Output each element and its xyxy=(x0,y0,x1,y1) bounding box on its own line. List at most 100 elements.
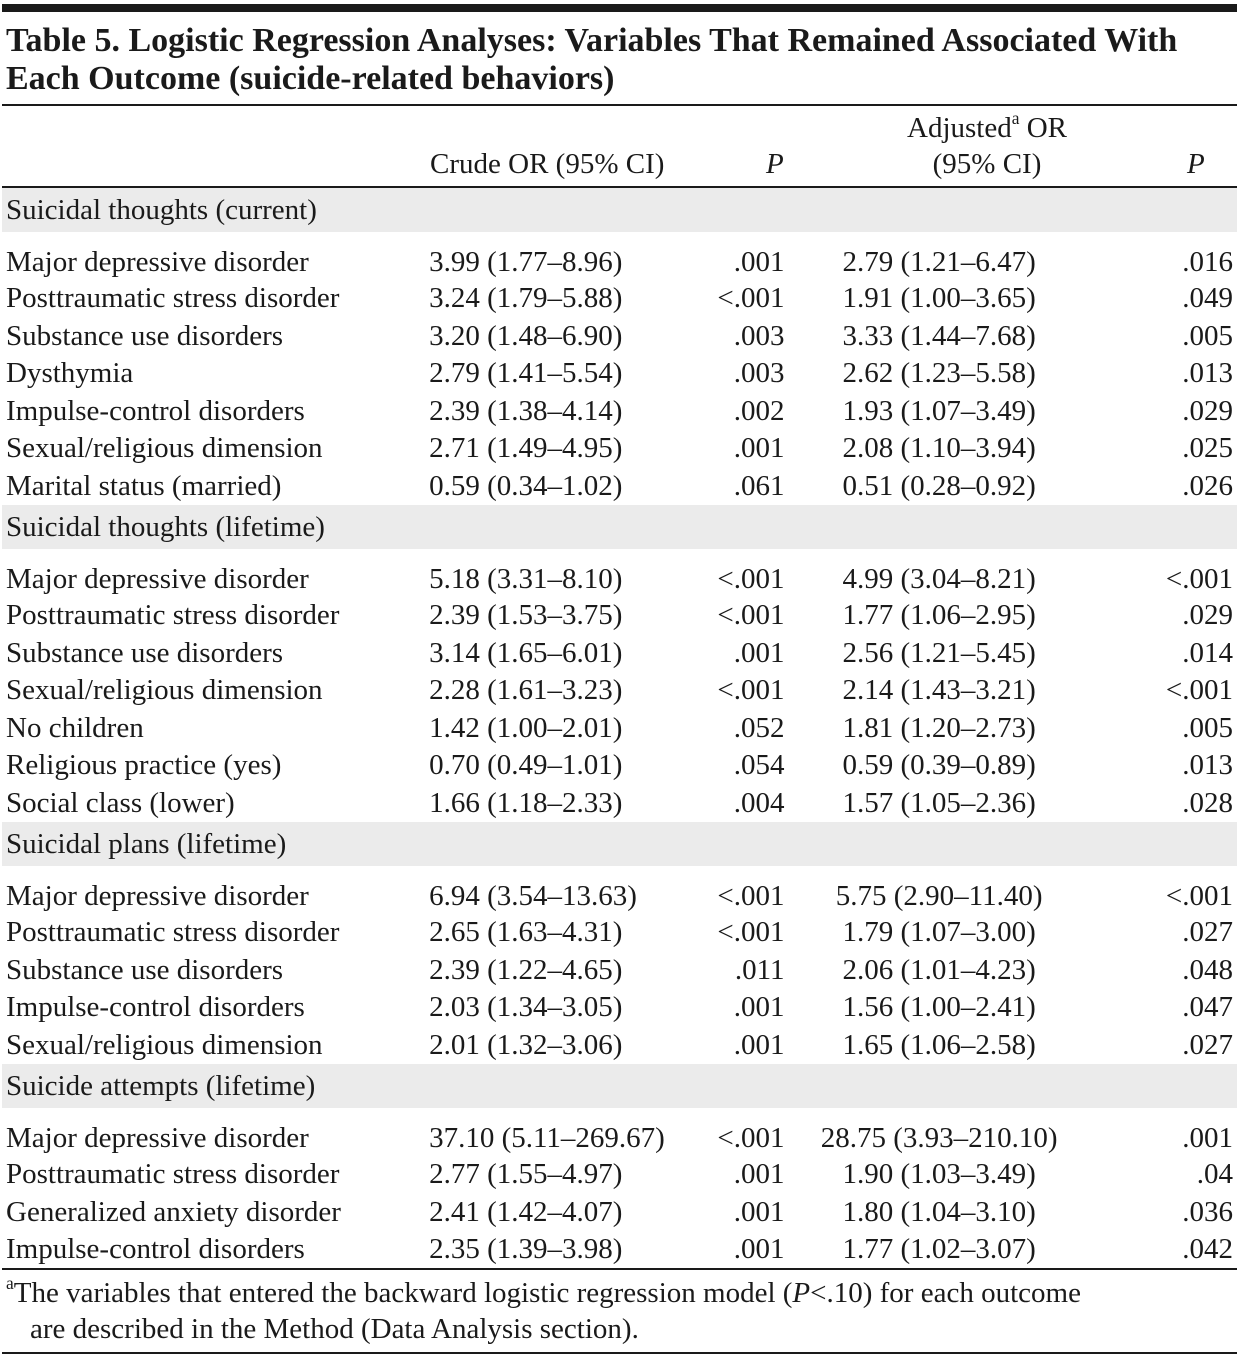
crude-or-cell: 2.01 (1.32–3.06) xyxy=(429,1028,623,1061)
p-crude-cell: .001 xyxy=(733,991,785,1024)
footnote: aThe variables that entered the backward… xyxy=(6,1272,1238,1347)
adjusted-or-cell: 2.62 (1.23–5.58) xyxy=(842,357,1036,390)
adjusted-or-cell: 2.56 (1.21–5.45) xyxy=(842,636,1036,669)
results-table: Suicidal thoughts (current) Major depress… xyxy=(2,188,1237,1269)
crude-header: Crude OR (95% CI) xyxy=(430,148,665,180)
adjusted-or-cell: 1.56 (1.00–2.41) xyxy=(842,991,1036,1024)
variable-cell: Posttraumatic stress disorder xyxy=(6,599,340,632)
table-row: Sexual/religious dimension 2.28 (1.61–3.2… xyxy=(2,672,1237,710)
p-crude-cell: <.001 xyxy=(717,563,785,595)
p-crude-cell: .001 xyxy=(733,246,785,278)
p-crude-cell: .001 xyxy=(733,1195,785,1228)
adjusted-or-cell: 2.06 (1.01–4.23) xyxy=(842,953,1036,986)
section-header: Suicidal thoughts (lifetime) xyxy=(2,505,1237,549)
variable-cell: Sexual/religious dimension xyxy=(6,432,323,465)
variable-cell: Posttraumatic stress disorder xyxy=(6,1158,340,1191)
p-header-crude-text: P xyxy=(766,148,784,180)
section-header: Suicidal thoughts (current) xyxy=(2,188,1237,232)
crude-or-cell: 2.71 (1.49–4.95) xyxy=(429,432,623,465)
p-adjusted-cell: .04 xyxy=(1196,1158,1233,1191)
table-row: Substance use disorders 3.14 (1.65–6.01).… xyxy=(2,635,1237,673)
crude-or-cell: 2.39 (1.38–4.14) xyxy=(429,394,623,427)
p-crude-cell: <.001 xyxy=(717,916,785,949)
adjusted-or-label: OR xyxy=(1019,112,1067,144)
p-adjusted-cell: .042 xyxy=(1182,1233,1233,1266)
crude-or-cell: 2.65 (1.63–4.31) xyxy=(429,916,623,949)
table-row: Impulse-control disorders 2.39 (1.38–4.14… xyxy=(2,393,1237,431)
adjusted-or-cell: 3.33 (1.44–7.68) xyxy=(842,319,1036,352)
p-adjusted-cell: .047 xyxy=(1182,991,1233,1024)
crude-or-cell: 1.42 (1.00–2.01) xyxy=(429,711,623,744)
p-adjusted-cell: <.001 xyxy=(1165,563,1233,595)
table-row: Posttraumatic stress disorder 2.39 (1.53–… xyxy=(2,597,1237,635)
p-adjusted-cell: .001 xyxy=(1182,1122,1233,1154)
adjusted-or-cell: 1.57 (1.05–2.36) xyxy=(842,786,1036,819)
crude-or-cell: 2.28 (1.61–3.23) xyxy=(429,674,623,707)
crude-or-cell: 37.10 (5.11–269.67) xyxy=(429,1122,665,1154)
p-crude-cell: .052 xyxy=(733,711,785,744)
crude-or-cell: 2.03 (1.34–3.05) xyxy=(429,991,623,1024)
crude-or-cell: 6.94 (3.54–13.63) xyxy=(429,880,637,912)
variable-cell: Major depressive disorder xyxy=(6,563,309,595)
crude-or-cell: 2.39 (1.53–3.75) xyxy=(429,599,623,632)
variable-cell: Impulse-control disorders xyxy=(6,1233,305,1266)
table-row: Major depressive disorder 5.18 (3.31–8.10… xyxy=(2,549,1237,597)
adjusted-header-line1: Adjusteda OR xyxy=(872,109,1102,146)
adjusted-or-cell: 1.91 (1.00–3.65) xyxy=(842,282,1036,315)
p-adjusted-cell: .025 xyxy=(1182,432,1233,465)
adjusted-or-cell: 2.79 (1.21–6.47) xyxy=(842,246,1036,278)
p-crude-cell: .001 xyxy=(733,1158,785,1191)
p-adjusted-cell: .048 xyxy=(1182,953,1233,986)
variable-cell: Substance use disorders xyxy=(6,636,284,669)
crude-or-cell: 2.77 (1.55–4.97) xyxy=(429,1158,623,1191)
p-crude-cell: .003 xyxy=(733,357,785,390)
variable-cell: Posttraumatic stress disorder xyxy=(6,916,340,949)
footnote-marker: a xyxy=(6,1272,14,1293)
p-adjusted-cell: <.001 xyxy=(1165,674,1233,707)
p-crude-cell: .061 xyxy=(733,469,785,502)
variable-cell: Major depressive disorder xyxy=(6,246,309,278)
p-crude-cell: .001 xyxy=(733,432,785,465)
crude-or-cell: 2.39 (1.22–4.65) xyxy=(429,953,623,986)
p-adjusted-cell: .014 xyxy=(1182,636,1233,669)
adjusted-or-cell: 1.93 (1.07–3.49) xyxy=(842,394,1036,427)
p-crude-cell: .003 xyxy=(733,319,785,352)
variable-cell: Dysthymia xyxy=(6,357,134,390)
section-label: Suicidal plans (lifetime) xyxy=(2,822,1237,866)
adjusted-or-cell: 1.80 (1.04–3.10) xyxy=(842,1195,1036,1228)
p-crude-cell: .001 xyxy=(733,1233,785,1266)
variable-cell: Substance use disorders xyxy=(6,953,284,986)
adjusted-or-cell: 28.75 (3.93–210.10) xyxy=(820,1122,1058,1154)
p-adjusted-cell: .028 xyxy=(1182,786,1233,819)
crude-or-cell: 3.14 (1.65–6.01) xyxy=(429,636,623,669)
p-crude-cell: .054 xyxy=(733,749,785,782)
crude-or-cell: 3.24 (1.79–5.88) xyxy=(429,282,623,315)
variable-cell: Religious practice (yes) xyxy=(6,749,282,782)
adjusted-or-cell: 0.51 (0.28–0.92) xyxy=(842,469,1036,502)
table-row: Religious practice (yes) 0.70 (0.49–1.01)… xyxy=(2,747,1237,785)
p-crude-cell: .001 xyxy=(733,1028,785,1061)
variable-cell: Social class (lower) xyxy=(6,786,235,819)
variable-cell: Generalized anxiety disorder xyxy=(6,1195,341,1228)
section-header: Suicide attempts (lifetime) xyxy=(2,1064,1237,1108)
p-header-adjusted: P xyxy=(1187,146,1205,182)
top-thick-rule xyxy=(2,4,1237,12)
p-crude-cell: .004 xyxy=(733,786,785,819)
footnote-rule xyxy=(2,1352,1237,1354)
p-adjusted-cell: .027 xyxy=(1182,916,1233,949)
table-row: Impulse-control disorders 2.03 (1.34–3.05… xyxy=(2,989,1237,1027)
crude-or-cell: 0.59 (0.34–1.02) xyxy=(429,469,623,502)
variable-cell: Impulse-control disorders xyxy=(6,991,305,1024)
crude-or-cell: 2.79 (1.41–5.54) xyxy=(429,357,623,390)
title-rule xyxy=(2,104,1237,106)
table-row: Sexual/religious dimension 2.71 (1.49–4.9… xyxy=(2,430,1237,468)
table-row: Impulse-control disorders 2.35 (1.39–3.98… xyxy=(2,1231,1237,1269)
table-row: Substance use disorders 3.20 (1.48–6.90).… xyxy=(2,318,1237,356)
crude-or-cell: 2.41 (1.42–4.07) xyxy=(429,1195,623,1228)
crude-or-cell: 1.66 (1.18–2.33) xyxy=(429,786,623,819)
p-crude-cell: .011 xyxy=(734,953,785,986)
adjusted-or-cell: 1.81 (1.20–2.73) xyxy=(842,711,1036,744)
footnote-p-symbol: P xyxy=(792,1277,811,1309)
footnote-text-part2: <.10) for each outcome xyxy=(810,1277,1081,1309)
crude-or-cell: 5.18 (3.31–8.10) xyxy=(429,563,623,595)
